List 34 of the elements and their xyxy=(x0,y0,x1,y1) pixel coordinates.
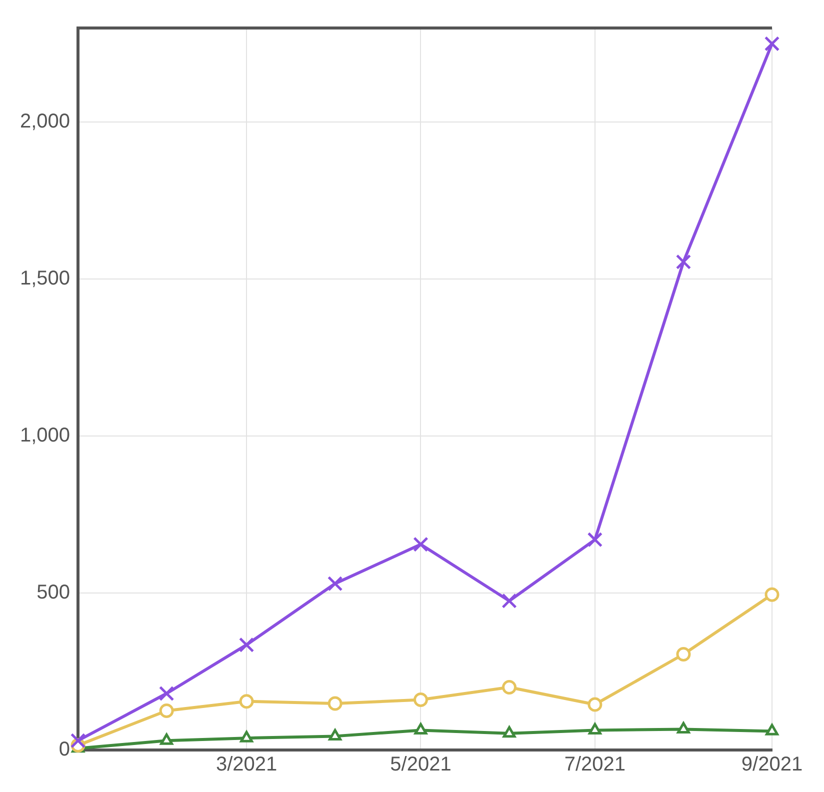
point xyxy=(502,680,517,694)
x-tick-label: 7/2021 xyxy=(564,754,626,776)
point xyxy=(764,587,780,602)
point xyxy=(413,692,428,708)
point xyxy=(158,686,174,702)
point xyxy=(502,726,516,738)
point xyxy=(159,704,174,718)
y-tick-label: 0 xyxy=(58,738,70,761)
x-tick-label: 9/2021 xyxy=(741,754,803,776)
y-tick-label: 500 xyxy=(36,582,70,604)
point xyxy=(677,722,690,734)
point xyxy=(676,254,692,270)
point xyxy=(766,724,778,736)
y-tick-label: 1,000 xyxy=(20,424,70,447)
point xyxy=(328,696,342,711)
point xyxy=(327,576,343,592)
point xyxy=(238,637,254,652)
point xyxy=(328,728,342,740)
point xyxy=(160,733,174,745)
x-tick-label: 5/2021 xyxy=(390,754,452,776)
point xyxy=(414,722,428,734)
point xyxy=(240,730,253,742)
point xyxy=(587,532,603,548)
y-tick-label: 2,000 xyxy=(20,110,70,133)
point xyxy=(70,732,86,748)
point xyxy=(413,536,428,552)
point xyxy=(588,697,602,712)
x-tick-label: 3/2021 xyxy=(216,754,278,776)
point xyxy=(676,647,691,662)
point xyxy=(239,694,254,709)
point xyxy=(588,722,602,734)
point xyxy=(502,593,517,609)
point xyxy=(764,36,780,52)
y-tick-label: 1,500 xyxy=(20,268,70,290)
